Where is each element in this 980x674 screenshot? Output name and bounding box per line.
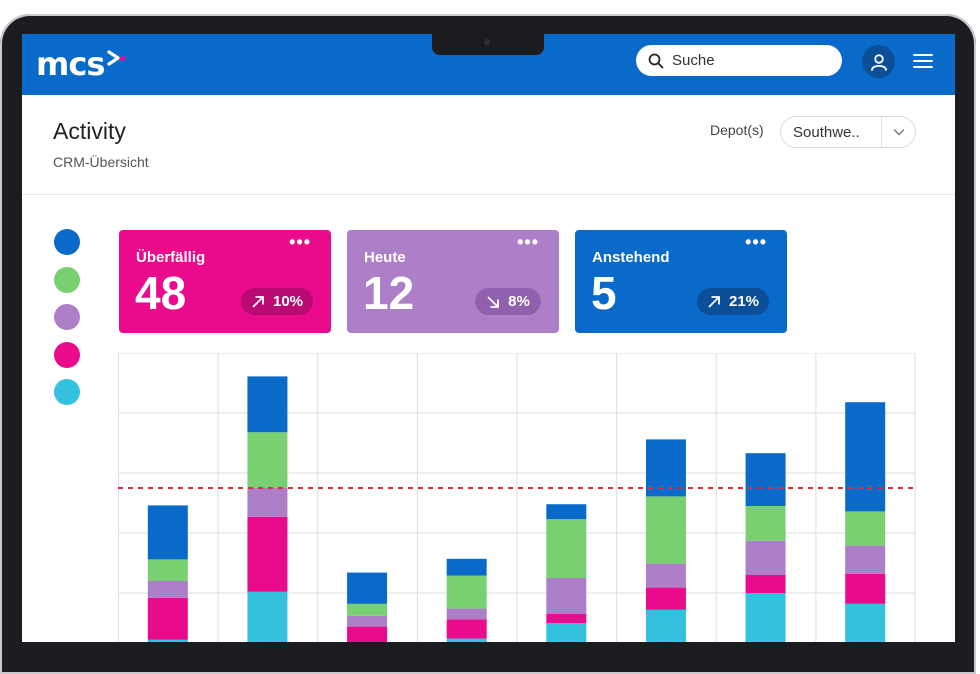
kpi-change-value: 10% (272, 293, 304, 310)
bar-segment (347, 615, 388, 627)
bar-segment (446, 575, 487, 609)
depot-dropdown-toggle[interactable] (882, 128, 915, 136)
bar-segment (645, 496, 686, 564)
arrow-up-right-icon (252, 295, 264, 308)
bar-segment (347, 626, 388, 642)
bar-segment (745, 453, 786, 506)
bar-segment (247, 488, 288, 517)
legend-dot[interactable] (54, 341, 80, 368)
bar-segment (247, 432, 288, 488)
more-icon[interactable]: ••• (289, 232, 311, 252)
bar-segment (446, 608, 487, 620)
kpi-card-label: Heute (364, 249, 406, 266)
kpi-card-value: 5 (591, 267, 617, 319)
mcs-logo[interactable]: mcs (36, 44, 126, 84)
bar-segment (845, 545, 886, 574)
kpi-change-value: 8% (508, 293, 530, 310)
kpi-change-badge: 8% (475, 288, 541, 315)
legend-dot[interactable] (54, 229, 80, 255)
menu-icon (913, 54, 933, 68)
more-icon[interactable]: ••• (745, 232, 767, 252)
camera-icon (484, 39, 490, 45)
kpi-card-today[interactable]: Heute ••• 12 8% (347, 230, 559, 333)
bar-segment (745, 506, 786, 541)
kpi-card-value: 48 (135, 267, 187, 319)
kpi-change-badge: 10% (241, 288, 313, 315)
page-subtitle: CRM-Übersicht (53, 154, 149, 170)
bar-segment (446, 638, 487, 642)
kpi-change-badge: 21% (697, 288, 769, 315)
search-icon (648, 53, 664, 68)
kpi-card-overdue[interactable]: Überfällig ••• 48 10% (119, 230, 331, 333)
bar-segment (446, 619, 487, 639)
bar-segment (147, 639, 188, 642)
bar-segment (546, 578, 587, 614)
bar-segment (845, 511, 886, 546)
bar-segment (745, 540, 786, 575)
camera-notch (432, 34, 544, 55)
legend-dot[interactable] (54, 379, 80, 405)
bar-segment (845, 402, 886, 512)
legend (54, 229, 80, 417)
depot-select-value: Southwe.. (793, 123, 860, 141)
logo-chevron-icon (107, 50, 126, 66)
bar-segment (546, 519, 587, 578)
bar-segment (147, 505, 188, 560)
user-profile-button[interactable] (862, 45, 895, 78)
bar-segment (546, 623, 587, 642)
chevron-down-icon (893, 129, 904, 136)
bar-segment (147, 559, 188, 581)
bar-segment (446, 558, 487, 576)
arrow-up-right-icon (708, 295, 720, 308)
bar-segment (147, 597, 188, 640)
kpi-card-label: Anstehend (592, 249, 670, 266)
bar-segment (745, 593, 786, 642)
depot-select[interactable]: Southwe.. (780, 116, 916, 148)
kpi-card-value: 12 (363, 267, 415, 319)
bar-segment (247, 591, 288, 642)
arrow-down-right-icon (487, 295, 500, 308)
bar-segment (347, 572, 388, 604)
kpi-change-value: 21% (728, 293, 760, 310)
bar-segment (247, 516, 288, 592)
app-screen: mcs Activity (22, 34, 955, 642)
depot-label: Depot(s) (710, 122, 764, 138)
user-icon (870, 53, 887, 71)
legend-dot[interactable] (54, 304, 80, 330)
bar-segment (347, 603, 388, 616)
kpi-card-label: Überfällig (136, 249, 206, 266)
legend-dot[interactable] (54, 266, 80, 293)
stacked-bar-chart (118, 353, 916, 642)
kpi-card-upcoming[interactable]: Anstehend ••• 5 21% (575, 230, 787, 333)
bar-segment (147, 581, 188, 598)
more-icon[interactable]: ••• (517, 232, 539, 252)
bar-segment (546, 614, 587, 623)
bar-segment (247, 376, 288, 433)
page-title: Activity (53, 118, 126, 144)
logo-wordmark: mcs (36, 45, 105, 83)
bar-segment (645, 609, 686, 642)
bar-segment (645, 587, 686, 610)
bar-segment (645, 563, 686, 588)
bar-segment (546, 504, 587, 520)
depot-select-divider (881, 117, 882, 147)
bar-segment (845, 573, 886, 604)
bar-segment (845, 603, 886, 642)
search-box[interactable] (636, 45, 842, 76)
search-input[interactable] (670, 51, 834, 70)
bar-segment (745, 575, 786, 593)
bar-segment (645, 439, 686, 497)
header-divider (22, 194, 955, 195)
menu-button[interactable] (912, 50, 934, 72)
